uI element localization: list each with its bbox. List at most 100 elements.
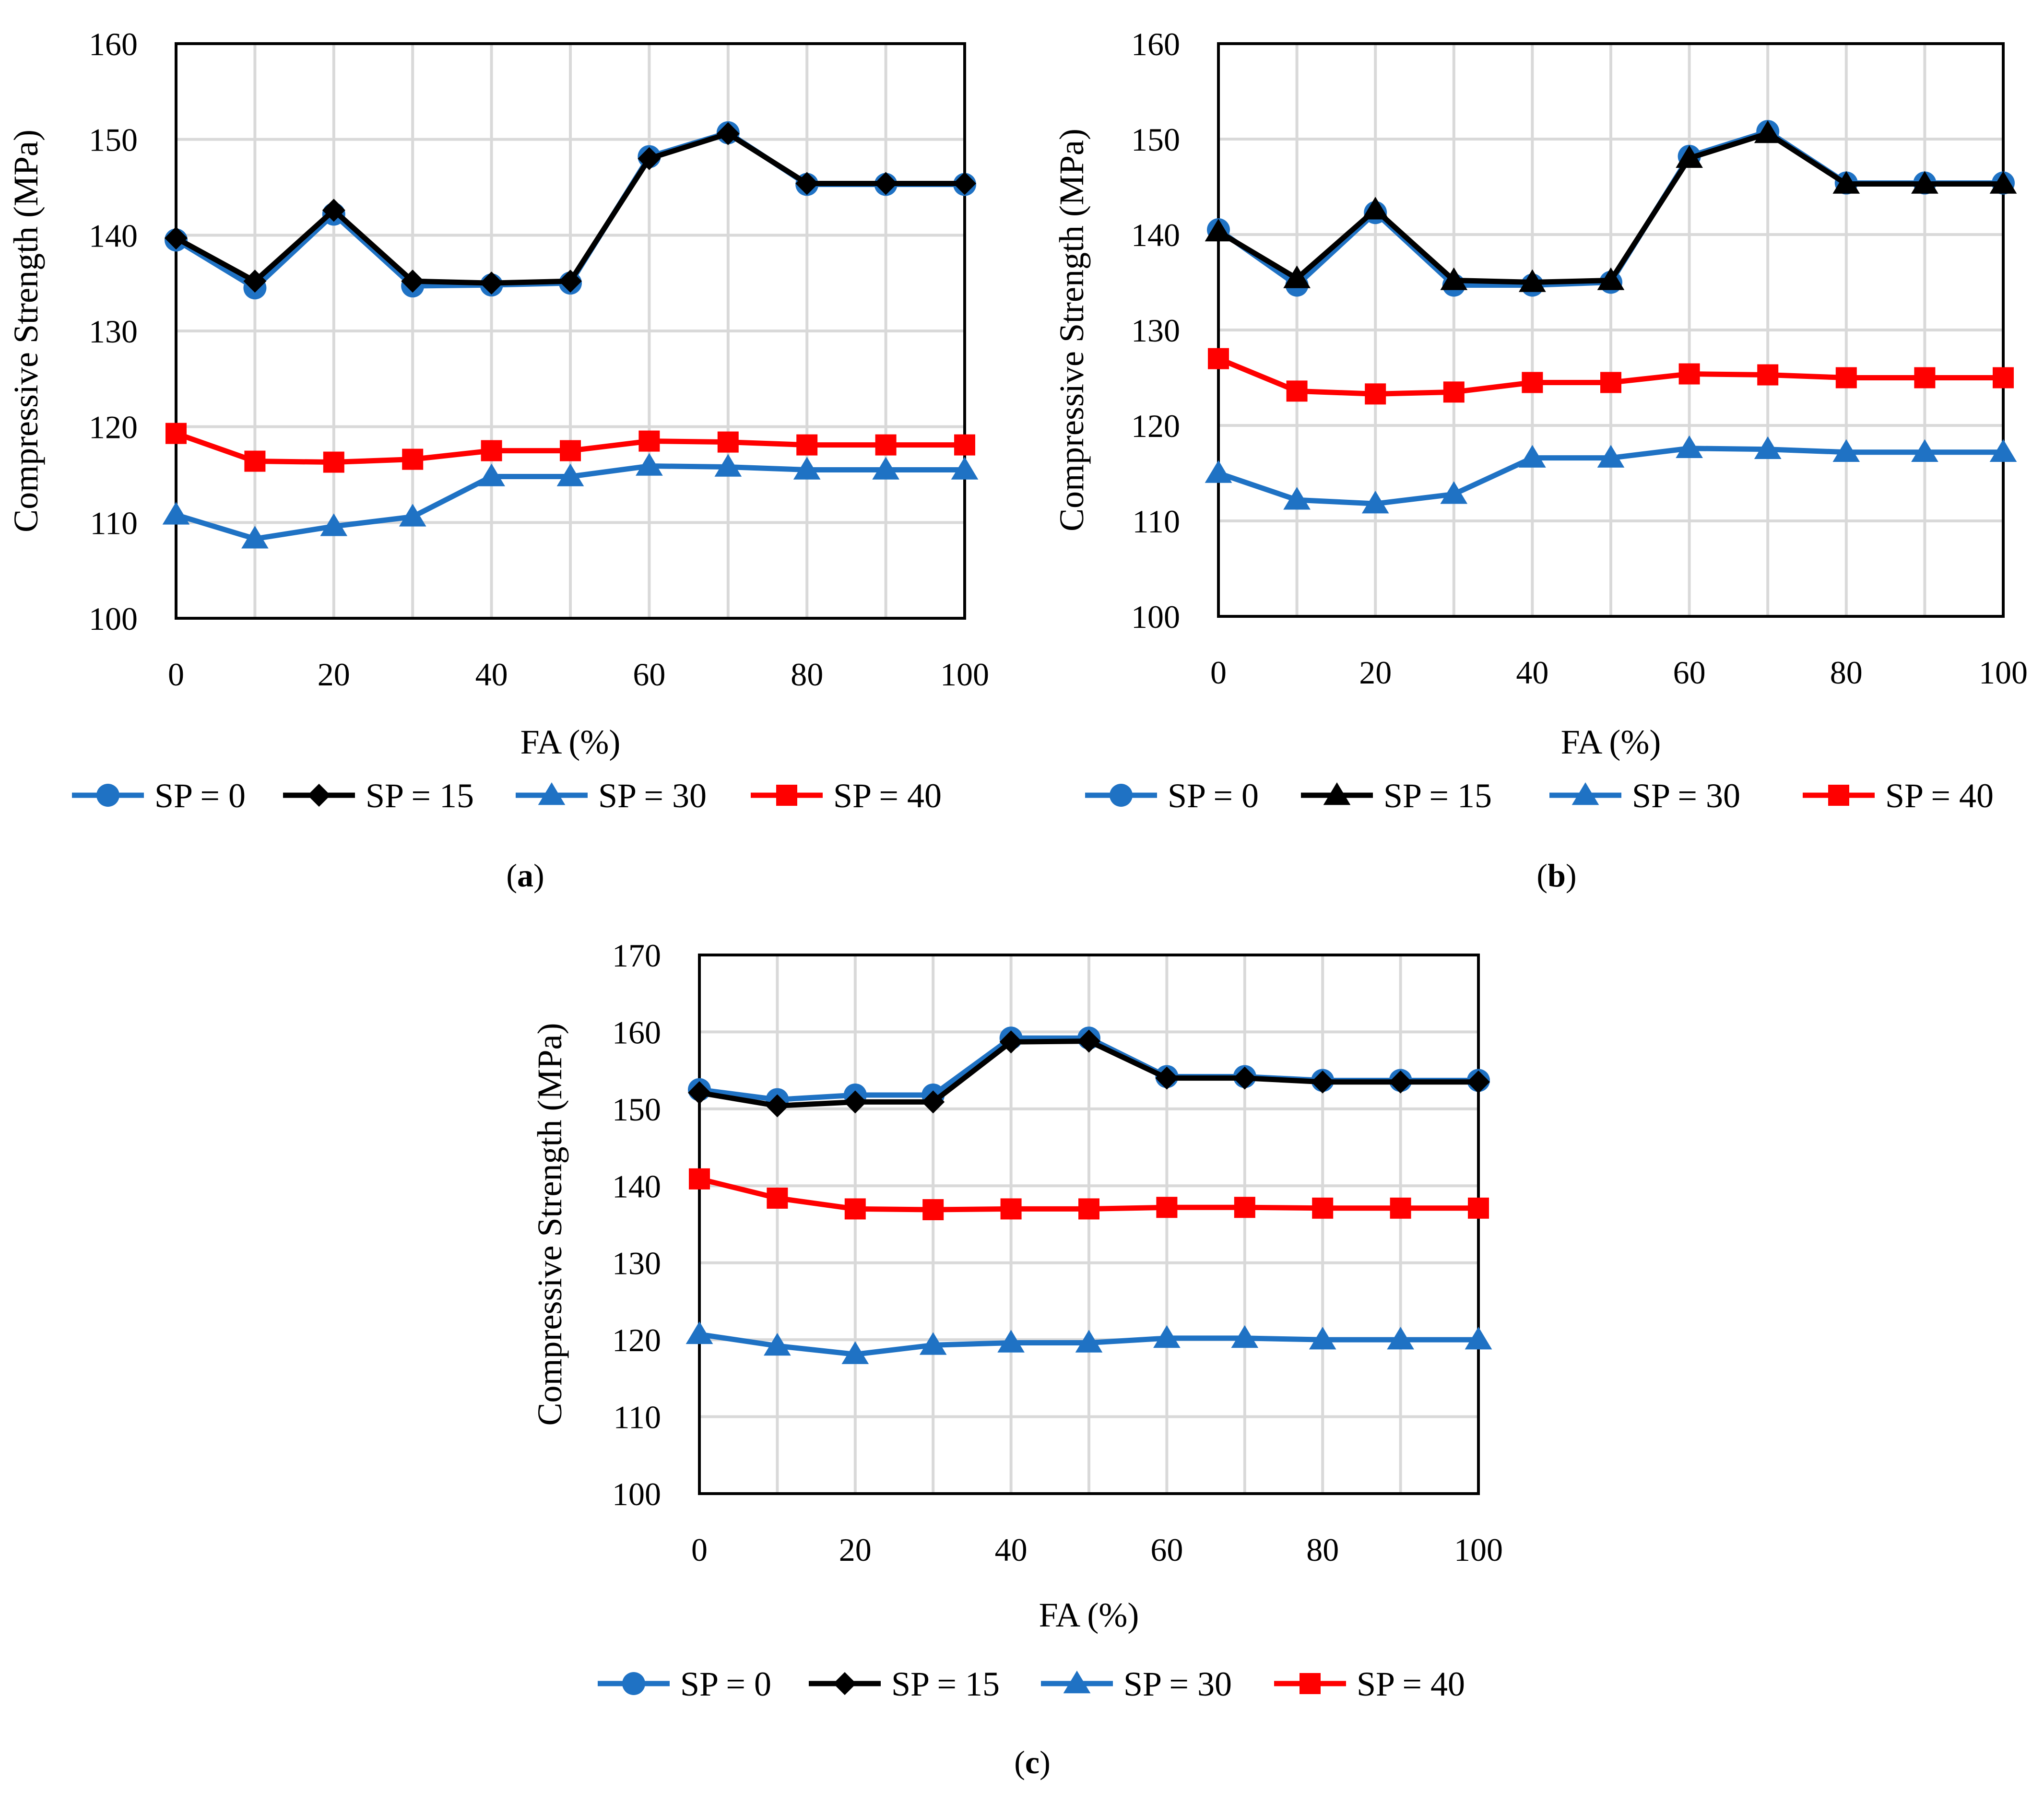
y-axis-title: Compressive Strength (MPa) — [1052, 129, 1091, 531]
legend-label: SP = 15 — [1383, 777, 1492, 815]
plot-area-frame — [175, 42, 966, 620]
x-tick-label: 60 — [1150, 1532, 1183, 1568]
legend: SP = 0 SP = 15 SP = 30 SP = 40 — [1085, 777, 1994, 815]
y-tick-label: 130 — [1131, 312, 1180, 349]
legend-label: SP = 0 — [154, 777, 246, 815]
data-point-marker — [1989, 439, 2017, 462]
y-tick-label: 150 — [1131, 121, 1180, 158]
data-point-marker — [1989, 171, 2017, 194]
panel-caption: (b) — [1536, 857, 1576, 894]
data-point-marker — [399, 504, 426, 527]
x-tick-label: 20 — [839, 1532, 872, 1568]
legend-item: SP = 30 — [516, 777, 707, 815]
data-point-marker — [875, 434, 897, 456]
x-tick-label: 100 — [940, 656, 989, 693]
data-point-marker — [1312, 1197, 1334, 1219]
legend-item: SP = 0 — [1085, 777, 1259, 815]
y-tick-label: 120 — [612, 1322, 661, 1358]
legend-item: SP = 30 — [1041, 1665, 1232, 1703]
legend-marker — [1300, 1673, 1321, 1694]
legend-label: SP = 40 — [1357, 1665, 1465, 1703]
x-tick-label: 80 — [1306, 1532, 1339, 1568]
data-point-marker — [1676, 145, 1703, 168]
y-tick-label: 120 — [89, 409, 138, 446]
data-point-marker — [1311, 1070, 1335, 1094]
data-point-marker — [1231, 1325, 1259, 1348]
panel-caption: (c) — [1014, 1744, 1051, 1780]
x-tick-label: 40 — [1516, 654, 1548, 691]
gridlines — [176, 44, 965, 618]
x-tick-label: 80 — [791, 656, 823, 693]
data-point-marker — [1155, 1066, 1179, 1090]
legend-label: SP = 30 — [1632, 777, 1740, 815]
y-tick-label: 140 — [612, 1168, 661, 1204]
legend-label: SP = 30 — [1123, 1665, 1232, 1703]
y-tick-label: 130 — [89, 313, 138, 350]
data-point-marker — [1754, 436, 1782, 459]
data-point-marker — [1440, 481, 1468, 504]
series-sp-15 — [688, 1029, 1490, 1118]
data-series — [162, 121, 979, 549]
x-tick-label: 60 — [633, 656, 665, 693]
legend-marker — [1110, 784, 1133, 807]
x-axis-ticks: 0 20 40 60 80 100 — [1210, 654, 2028, 691]
legend-marker — [776, 785, 797, 806]
data-point-marker — [922, 1090, 945, 1114]
data-point-marker — [1440, 267, 1468, 290]
legend-marker — [833, 1672, 856, 1695]
data-point-marker — [843, 1090, 867, 1114]
data-point-marker — [1000, 1198, 1022, 1220]
data-point-marker — [1832, 439, 1860, 462]
legend-marker — [307, 784, 331, 807]
data-point-marker — [1911, 439, 1938, 462]
data-point-marker — [1911, 171, 1938, 194]
panel-caption: (a) — [506, 857, 544, 894]
data-point-marker — [766, 1094, 789, 1118]
data-point-marker — [1519, 445, 1546, 468]
data-point-marker — [1835, 367, 1857, 389]
x-tick-label: 80 — [1830, 654, 1863, 691]
legend-label: SP = 40 — [833, 777, 942, 815]
series-sp-15 — [1205, 120, 2017, 292]
legend-item: SP = 30 — [1549, 777, 1740, 815]
y-tick-label: 130 — [612, 1245, 661, 1282]
legend-item: SP = 15 — [1301, 777, 1492, 815]
plot-area-frame — [698, 954, 1480, 1495]
data-point-marker — [1361, 491, 1389, 514]
data-point-marker — [322, 199, 345, 222]
data-point-marker — [1309, 1327, 1336, 1350]
data-point-marker — [1387, 1327, 1414, 1350]
data-point-marker — [1361, 197, 1389, 220]
series-sp-40 — [1208, 348, 2014, 405]
x-tick-label: 40 — [475, 656, 508, 693]
data-point-marker — [795, 172, 819, 195]
data-point-marker — [478, 463, 505, 486]
data-point-marker — [1468, 1197, 1489, 1219]
data-point-marker — [841, 1341, 869, 1364]
data-point-marker — [1365, 383, 1386, 405]
data-point-marker — [556, 463, 584, 486]
legend-item: SP = 15 — [809, 1665, 1000, 1703]
chart-panel-c: 0 20 40 60 80 100 100 110 120 130 140 150 160 170 FA (… — [531, 937, 1503, 1780]
y-tick-label: 110 — [90, 505, 138, 541]
series-sp-30 — [162, 453, 979, 549]
legend-marker — [538, 782, 566, 805]
data-point-marker — [1757, 364, 1779, 386]
data-point-marker — [1205, 460, 1232, 483]
legend-label: SP = 15 — [891, 1665, 1000, 1703]
data-point-marker — [165, 423, 187, 444]
x-tick-label: 60 — [1673, 654, 1706, 691]
data-point-marker — [1283, 265, 1311, 288]
plot-area-frame — [1217, 42, 2005, 618]
y-tick-label: 100 — [1131, 599, 1180, 635]
data-point-marker — [1286, 380, 1308, 402]
x-tick-label: 20 — [1359, 654, 1392, 691]
data-point-marker — [689, 1168, 710, 1190]
x-axis-ticks: 0 20 40 60 80 100 — [691, 1532, 1503, 1568]
data-series — [685, 1026, 1492, 1364]
data-point-marker — [638, 147, 661, 170]
data-point-marker — [764, 1332, 791, 1356]
y-tick-label: 120 — [1131, 408, 1180, 444]
y-axis-ticks: 100 110 120 130 140 150 160 170 — [612, 937, 661, 1512]
data-point-marker — [685, 1321, 713, 1344]
